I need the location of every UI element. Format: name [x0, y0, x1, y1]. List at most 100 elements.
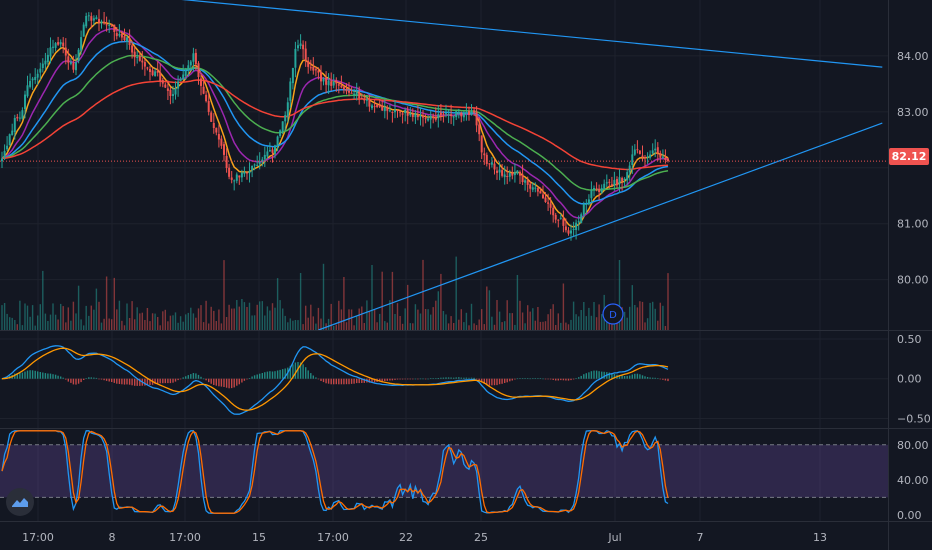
candle-body-139 — [355, 91, 358, 95]
macd-hist-53 — [136, 378, 138, 386]
candle-body-122 — [312, 66, 315, 71]
macd-hist-24 — [62, 377, 64, 379]
candle-body-86 — [220, 138, 223, 146]
candle-body-109 — [279, 130, 282, 136]
candle-body-61 — [156, 70, 159, 73]
candle-body-19 — [49, 47, 52, 57]
macd-tick-1: 0.00 — [897, 373, 922, 386]
candle-body-137 — [350, 92, 353, 94]
volume-bar-244 — [623, 311, 626, 330]
candle-body-65 — [166, 88, 169, 91]
macd-hist-246 — [629, 375, 631, 379]
volume-bar-197 — [504, 321, 506, 330]
candle-body-163 — [416, 114, 419, 118]
macd-hist-256 — [654, 377, 656, 379]
candle-body-182 — [465, 112, 468, 114]
volume-bar-12 — [31, 305, 34, 330]
dividend-marker-icon[interactable]: D — [602, 303, 624, 325]
volume-bar-120 — [307, 317, 309, 330]
macd-hist-10 — [26, 370, 29, 379]
volume-bar-204 — [521, 312, 524, 330]
macd-hist-61 — [157, 378, 159, 384]
volume-bar-49 — [126, 303, 128, 330]
candle-body-129 — [330, 81, 333, 86]
candle-body-215 — [549, 203, 552, 208]
macd-hist-117 — [299, 362, 302, 379]
candle-body-255 — [651, 150, 654, 154]
macd-hist-42 — [108, 378, 110, 382]
candle-body-166 — [424, 118, 427, 120]
candle-body-261 — [667, 158, 669, 162]
candle-body-236 — [603, 183, 606, 190]
macd-hist-258 — [659, 378, 661, 380]
candle-body-235 — [600, 188, 603, 193]
macd-hist-0 — [1, 378, 3, 380]
volume-bar-50 — [128, 318, 131, 330]
macd-hist-167 — [427, 378, 429, 380]
candle-body-103 — [263, 154, 266, 160]
macd-hist-20 — [52, 374, 54, 379]
macd-hist-38 — [98, 378, 100, 380]
candle-body-4 — [11, 130, 14, 136]
candle-body-13 — [34, 77, 37, 80]
current-price-tag: 82.12 — [889, 148, 929, 165]
candle-body-191 — [488, 163, 491, 165]
volume-bar-26 — [67, 307, 69, 330]
volume-bar-186 — [475, 325, 478, 330]
macd-hist-219 — [560, 378, 562, 381]
candle-body-143 — [365, 99, 368, 101]
macd-hist-107 — [274, 371, 276, 379]
trendlines[interactable] — [130, 0, 883, 331]
volume-bar-45 — [116, 309, 118, 330]
volume-bar-139 — [356, 316, 358, 330]
moving-averages — [1, 21, 669, 228]
time-axis[interactable]: 17:00 8 17:00 15 17:00 22 25 Jul 7 13 — [22, 531, 827, 544]
volume-bar-189 — [483, 324, 485, 330]
volume-bar-34 — [88, 315, 90, 330]
candle-body-145 — [371, 105, 373, 109]
macd-hist-177 — [453, 377, 455, 379]
candle-body-101 — [258, 162, 261, 164]
macd-hist-36 — [93, 377, 95, 379]
volume-bar-32 — [83, 325, 85, 330]
volume-bar-84 — [215, 321, 217, 330]
candle-body-14 — [36, 73, 39, 78]
stochastic-band-fill — [0, 444, 888, 498]
macd-hist-212 — [542, 378, 544, 380]
candle-body-99 — [253, 164, 256, 166]
macd-hist-171 — [437, 378, 439, 379]
volume-bar-151 — [386, 322, 388, 330]
candle-body-183 — [468, 111, 470, 115]
candle-body-228 — [582, 204, 585, 215]
candle-body-126 — [322, 78, 325, 82]
volume-bar-178 — [455, 256, 457, 330]
macd-hist-249 — [636, 373, 639, 379]
candle-body-98 — [251, 166, 254, 171]
macd-hist-215 — [549, 378, 552, 380]
tradingview-logo-icon[interactable] — [6, 488, 34, 516]
candle-body-128 — [327, 80, 330, 86]
macd-hist-5 — [14, 373, 16, 379]
macd-hist-173 — [442, 377, 445, 379]
macd-hist-239 — [611, 373, 613, 379]
volume-bar-79 — [202, 322, 205, 330]
macd-hist-155 — [396, 378, 399, 380]
volume-bar-132 — [338, 300, 340, 330]
volume-bar-51 — [131, 301, 133, 330]
candle-body-0 — [1, 158, 3, 162]
candle-body-204 — [521, 174, 524, 182]
macd-hist-13 — [34, 370, 36, 379]
volume-bar-39 — [100, 322, 103, 330]
stochastic-panel — [1, 430, 669, 514]
volume-bar-192 — [491, 316, 493, 330]
volume-bar-226 — [578, 316, 580, 330]
price-axis[interactable]: 80.00 81.00 83.00 84.00 0.50 0.00 −0.50 80.00 40… — [897, 50, 931, 522]
volume-bar-118 — [302, 324, 304, 330]
candle-body-119 — [304, 48, 307, 61]
macd-hist-43 — [111, 378, 113, 382]
volume-bar-64 — [164, 309, 166, 330]
candle-body-167 — [427, 118, 430, 121]
volume-bar-126 — [322, 263, 325, 330]
